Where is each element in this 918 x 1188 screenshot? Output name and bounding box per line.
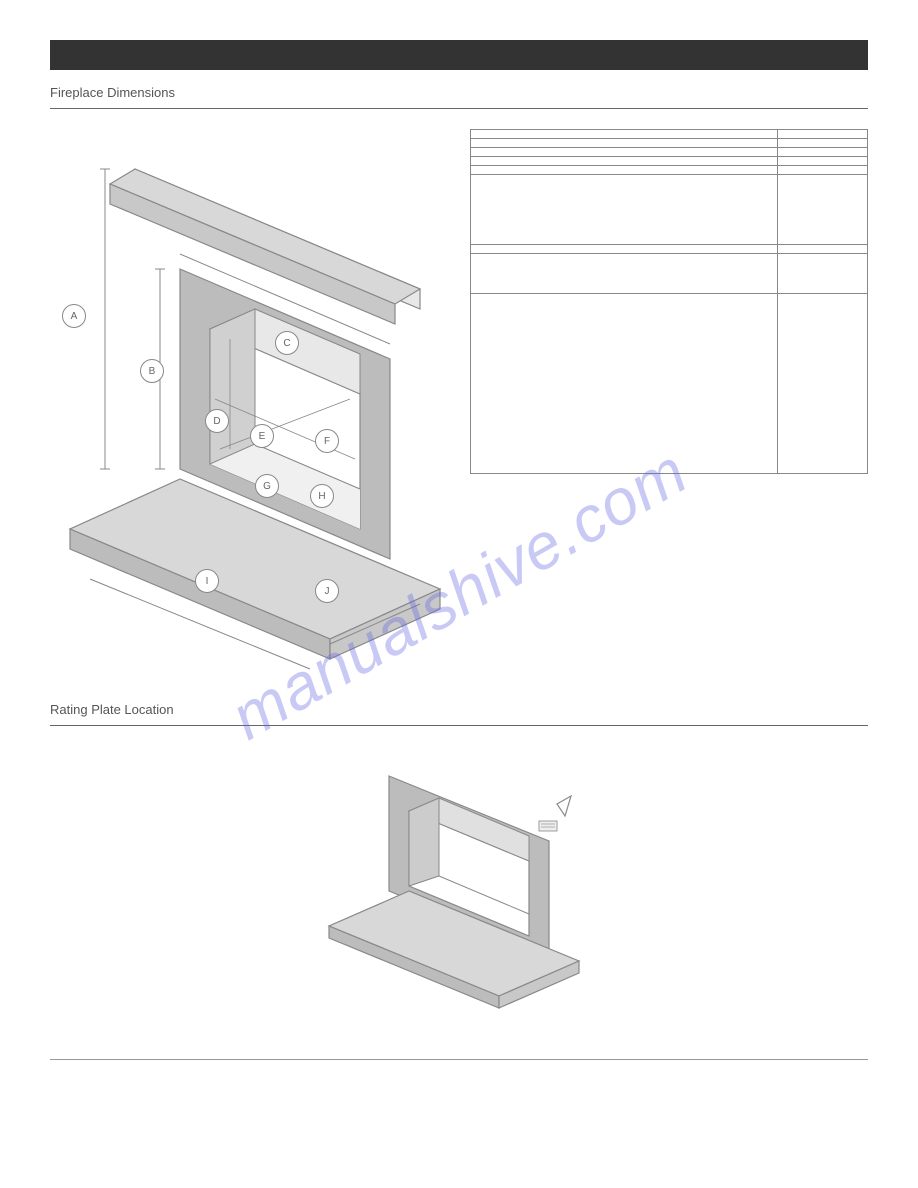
cell-desc [471, 130, 778, 139]
dim-label-i: I [195, 569, 219, 593]
dim-label-b: B [140, 359, 164, 383]
cell-desc [471, 175, 778, 245]
cell-dim [778, 175, 868, 245]
rating-plate-svg [299, 756, 619, 1016]
cell-desc [471, 254, 778, 294]
rating-plate-diagram [50, 756, 868, 1019]
cell-desc [471, 294, 778, 474]
section2-rule [50, 725, 868, 726]
section1-title: Fireplace Dimensions [50, 85, 868, 100]
cell-desc [471, 166, 778, 175]
section2-title: Rating Plate Location [50, 702, 868, 717]
cell-dim [778, 166, 868, 175]
dim-label-j: J [315, 579, 339, 603]
table-row [471, 294, 868, 474]
page-root: Fireplace Dimensions [0, 0, 918, 1188]
cell-desc [471, 148, 778, 157]
header-bar [50, 40, 868, 70]
table-row [471, 245, 868, 254]
cell-dim [778, 245, 868, 254]
dim-label-e: E [250, 424, 274, 448]
section1-body: A B C D E F G H I J [50, 129, 868, 692]
dim-label-f: F [315, 429, 339, 453]
cell-dim [778, 130, 868, 139]
dim-label-a: A [62, 304, 86, 328]
dim-label-h: H [310, 484, 334, 508]
dim-label-g: G [255, 474, 279, 498]
table-row [471, 157, 868, 166]
fireplace-diagram: A B C D E F G H I J [50, 129, 450, 692]
dimensions-table-wrap [470, 129, 868, 474]
cell-desc [471, 139, 778, 148]
table-row [471, 139, 868, 148]
table-body [471, 130, 868, 474]
cell-dim [778, 148, 868, 157]
cell-dim [778, 139, 868, 148]
cell-desc [471, 157, 778, 166]
dim-label-d: D [205, 409, 229, 433]
dimensions-table [470, 129, 868, 474]
dim-label-c: C [275, 331, 299, 355]
section1-rule [50, 108, 868, 109]
cell-dim [778, 157, 868, 166]
page-footer [50, 1060, 868, 1072]
fireplace-svg [50, 129, 450, 689]
table-row [471, 166, 868, 175]
cell-desc [471, 245, 778, 254]
cell-dim [778, 254, 868, 294]
table-row [471, 130, 868, 139]
table-row [471, 148, 868, 157]
cell-dim [778, 294, 868, 474]
table-row [471, 175, 868, 245]
table-row [471, 254, 868, 294]
